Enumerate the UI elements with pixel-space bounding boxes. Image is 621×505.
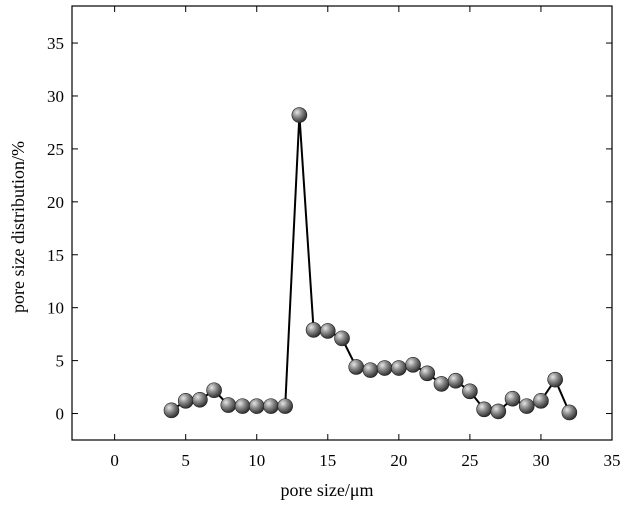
data-point (490, 403, 507, 420)
data-point (334, 330, 350, 347)
x-tick-label: 0 (110, 451, 119, 470)
data-point (561, 404, 578, 421)
data-point (547, 371, 563, 388)
data-point (504, 390, 521, 407)
data-point (405, 357, 421, 373)
y-tick-label: 15 (47, 246, 64, 265)
axes: 0 5 10 15 20 25 30 35 0 5 10 15 20 25 30 35 (47, 5, 621, 470)
x-axis-title: pore size/μm (280, 480, 373, 500)
data-point (391, 360, 407, 376)
y-axis-title: pore size distribution/% (8, 141, 28, 313)
x-tick-label: 25 (461, 451, 478, 470)
data-point (362, 362, 379, 378)
data-point (476, 401, 492, 418)
x-tick-label: 35 (604, 451, 621, 470)
data-point (177, 393, 194, 409)
data-point (533, 393, 549, 409)
y-tick-label: 5 (56, 352, 65, 371)
y-tick-label: 20 (47, 193, 64, 212)
data-point (348, 359, 365, 375)
data-point (433, 376, 450, 392)
x-tick-label: 20 (390, 451, 407, 470)
data-point (518, 398, 535, 414)
data-point (419, 365, 436, 382)
data-point (248, 398, 265, 414)
data-point (277, 398, 293, 414)
y-tick-label: 10 (47, 299, 64, 318)
plot-frame (71, 5, 613, 441)
y-tick-label: 30 (47, 87, 64, 106)
x-tick-label: 30 (532, 451, 549, 470)
data-point (163, 402, 180, 419)
data-point (376, 360, 393, 376)
data-point (305, 322, 322, 338)
data-point (319, 323, 336, 339)
y-tick-label: 0 (56, 405, 65, 424)
data-point (263, 398, 279, 414)
y-tick-label: 35 (47, 34, 64, 53)
x-tick-label: 5 (181, 451, 190, 470)
data-point (234, 398, 251, 414)
data-point (291, 107, 308, 123)
x-tick-label: 10 (248, 451, 265, 470)
data-point (192, 391, 208, 408)
data-point (447, 372, 464, 389)
data-point (220, 397, 237, 413)
x-tick-label: 15 (319, 451, 336, 470)
data-point (206, 382, 222, 399)
y-tick-label: 25 (47, 140, 64, 159)
data-point (462, 383, 478, 400)
series-layer (163, 107, 578, 421)
